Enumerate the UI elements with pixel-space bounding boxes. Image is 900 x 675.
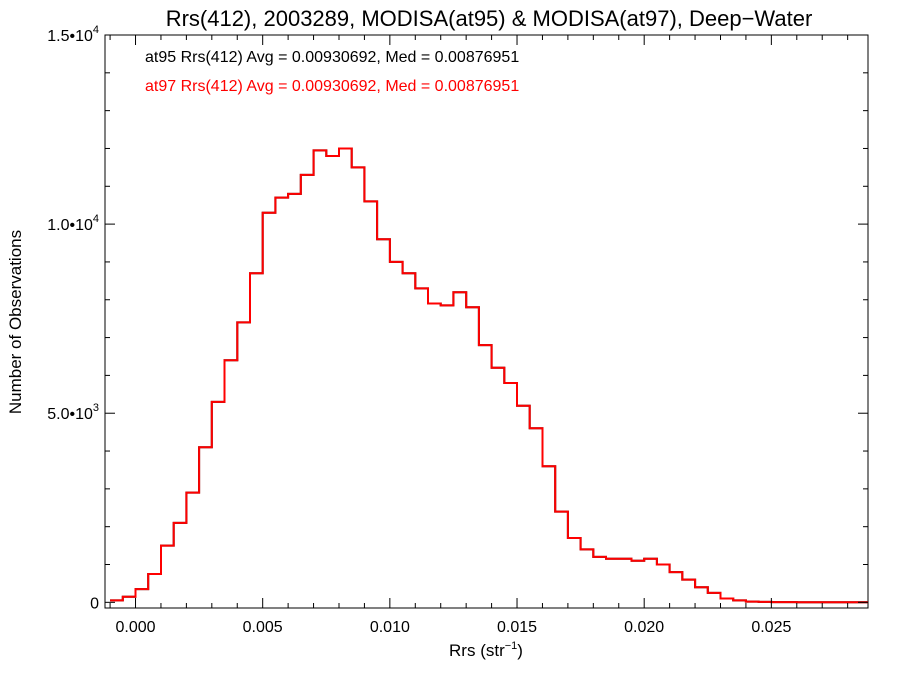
x-tick-label: 0.010 xyxy=(370,619,410,636)
x-tick-label: 0.025 xyxy=(751,619,791,636)
x-tick-label: 0.020 xyxy=(624,619,664,636)
x-tick-label: 0.000 xyxy=(115,619,155,636)
y-tick-label: 1.5•104 xyxy=(47,24,99,45)
y-tick-label: 1.0•104 xyxy=(47,213,99,234)
y-axis-label: Number of Observations xyxy=(6,230,25,414)
series-line-1 xyxy=(110,147,868,604)
y-tick-label: 5.0•103 xyxy=(47,402,99,423)
x-axis-label-superscript: −1 xyxy=(505,640,518,652)
x-tick-label: 0.005 xyxy=(243,619,283,636)
legend-entry-at95: at95 Rrs(412) Avg = 0.00930692, Med = 0.… xyxy=(145,49,519,66)
plot-frame xyxy=(104,34,869,609)
series-layer xyxy=(110,147,868,604)
y-tick-label: 0 xyxy=(90,595,99,612)
chart-title: Rrs(412), 2003289, MODISA(at95) & MODISA… xyxy=(166,6,813,31)
axis-ticks: 0.000 0.005 0.010 0.015 0.020 0.025 0 5.0•103 1.… xyxy=(47,24,868,636)
legend-entry-at97: at97 Rrs(412) Avg = 0.00930692, Med = 0.… xyxy=(145,78,519,95)
x-axis-label: Rrs (str−1) xyxy=(449,640,523,660)
x-tick-label: 0.015 xyxy=(497,619,537,636)
